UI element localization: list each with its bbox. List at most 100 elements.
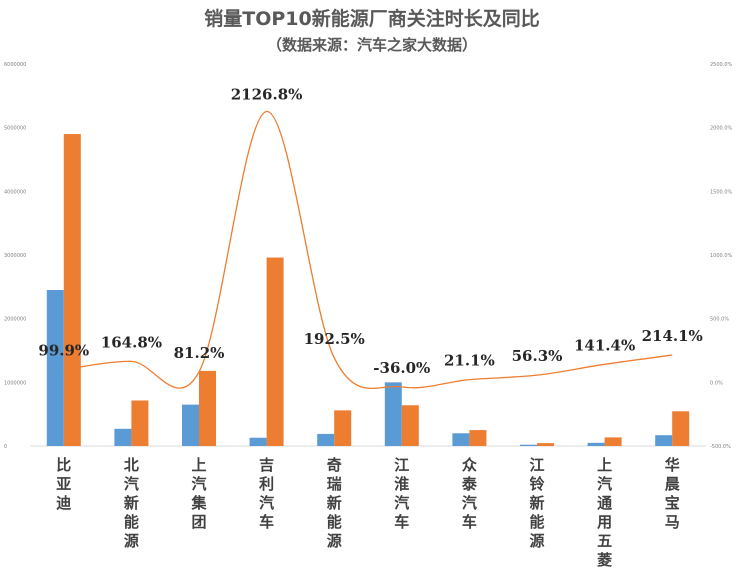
category-label-char: 江 [529, 456, 544, 474]
category-label-char: 新 [124, 494, 139, 512]
category-label-char: 能 [327, 513, 342, 531]
category-label-char: 比 [56, 456, 71, 474]
category-label-char: 上 [191, 456, 206, 474]
y-left-tick-label: 5000000 [4, 126, 26, 132]
category-label-char: 集 [190, 494, 207, 512]
category-label-char: 迪 [56, 494, 71, 512]
category-label-char: 用 [597, 513, 612, 531]
bar-blue [655, 435, 673, 446]
growth-label: 21.1% [444, 352, 495, 370]
category-label-char: 淮 [394, 475, 409, 493]
category-label: 比亚迪 [56, 456, 71, 512]
bar-orange [266, 257, 284, 446]
category-label-char: 汽 [462, 494, 477, 512]
category-label-char: 源 [529, 532, 544, 550]
category-label-char: 汽 [259, 494, 274, 512]
category-label-char: 马 [665, 513, 680, 531]
bar-blue [452, 433, 470, 446]
growth-line [63, 110, 673, 390]
bar-orange [334, 410, 352, 446]
category-label-char: 吉 [259, 456, 274, 474]
category-label-char: 瑞 [327, 475, 342, 493]
bar-blue [317, 433, 335, 446]
category-label-char: 晨 [665, 475, 681, 493]
bar-blue [46, 290, 64, 446]
bar-orange [131, 400, 149, 446]
bar-orange [63, 134, 81, 447]
bar-blue [249, 437, 267, 446]
bar-blue [587, 442, 605, 446]
category-label-char: 铃 [529, 475, 545, 493]
category-label-char: 华 [665, 456, 680, 474]
bar-orange [469, 430, 487, 446]
y-right-tick-label: 0.0% [710, 380, 723, 386]
category-label-char: 能 [529, 513, 544, 531]
y-left-tick-label: 3000000 [4, 253, 26, 259]
y-right-tick-label: 1500.0% [710, 189, 732, 195]
category-label-char: 车 [394, 513, 409, 531]
category-label-char: 通 [597, 494, 612, 512]
bar-blue [114, 428, 132, 446]
category-label-char: 汽 [191, 475, 206, 493]
bars [46, 134, 690, 447]
category-label-char: 汽 [597, 475, 612, 493]
category-label-char: 宝 [665, 494, 680, 512]
y-right-tick-label: -500.0% [710, 444, 731, 450]
bar-orange [604, 437, 622, 446]
y-left-tick-label: 6000000 [4, 62, 26, 68]
category-label-char: 汽 [124, 475, 139, 493]
growth-curve [63, 110, 673, 390]
category-label-char: 新 [327, 494, 342, 512]
category-label-char: 众 [462, 456, 477, 474]
y-right-tick-label: 500.0% [710, 317, 729, 323]
bar-orange [672, 411, 690, 446]
bar-orange [537, 443, 554, 446]
y-right-tick-label: 2500.0% [710, 62, 732, 68]
axes: 0 1000000 2000000 3000000 4000000 5000000 6000… [4, 62, 732, 450]
labels: 99.9% 164.8% 81.2% 2126.8% 192.5% -36.0% 21.1%… [38, 86, 702, 567]
growth-label: 2126.8% [231, 86, 303, 104]
category-label-char: 五 [597, 532, 612, 550]
category-label-char: 上 [597, 456, 612, 474]
category-label-char: 菱 [597, 551, 612, 567]
y-left-tick-label: 1000000 [4, 380, 26, 386]
chart-title: 销量TOP10新能源厂商关注时长及同比 [204, 7, 539, 30]
bar-blue [384, 382, 402, 446]
growth-label: 99.9% [38, 342, 89, 360]
category-label-char: 汽 [394, 494, 409, 512]
category-label-char: 团 [191, 513, 206, 531]
bar-blue [182, 404, 199, 446]
category-label-char: 车 [462, 513, 477, 531]
growth-label: 192.5% [304, 330, 365, 348]
category-label-char: 亚 [56, 475, 71, 493]
category-label-char: 利 [259, 475, 274, 493]
growth-label: 81.2% [174, 344, 225, 362]
y-right-tick-label: 1000.0% [710, 253, 732, 259]
y-left-tick-label: 2000000 [4, 317, 26, 323]
bar-orange [199, 370, 216, 446]
category-label-char: 车 [259, 513, 274, 531]
category-label-char: 奇 [327, 456, 342, 474]
growth-label: 141.4% [574, 336, 635, 354]
y-right-tick-label: 2000.0% [710, 126, 732, 132]
growth-label: -36.0% [373, 359, 430, 377]
category-label-char: 北 [124, 456, 139, 474]
growth-label: 56.3% [512, 347, 563, 365]
category-label-char: 源 [327, 532, 342, 550]
category-label-char: 源 [124, 532, 139, 550]
category-label-char: 江 [394, 456, 409, 474]
growth-label: 214.1% [642, 327, 703, 345]
chart-subtitle: （数据来源：汽车之家大数据） [267, 36, 477, 54]
y-left-tick-label: 0 [4, 444, 7, 450]
y-left-tick-label: 4000000 [4, 189, 26, 195]
bar-orange [401, 405, 419, 446]
